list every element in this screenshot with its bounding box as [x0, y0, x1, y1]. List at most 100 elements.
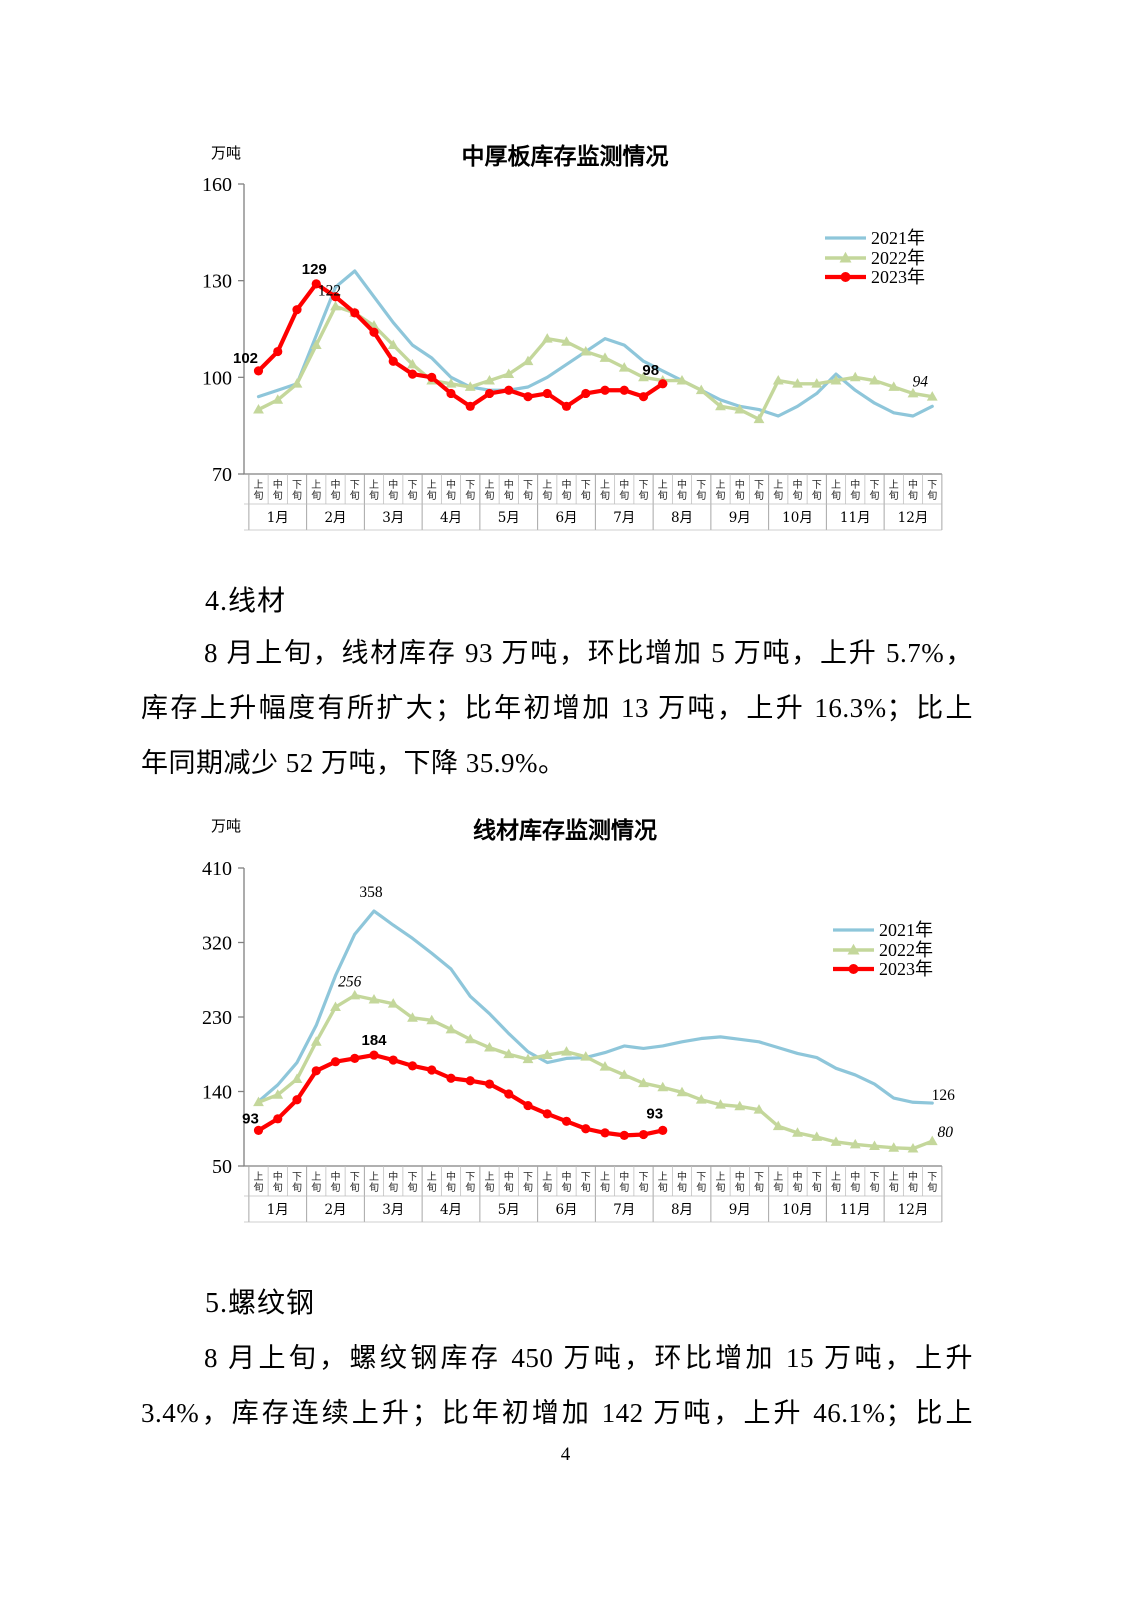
data-point-marker: [561, 1046, 572, 1056]
x-month-label: 6月: [555, 510, 577, 526]
x-month-label: 12月: [898, 1202, 929, 1218]
data-point-marker: [253, 403, 264, 414]
data-point-marker: [792, 1127, 803, 1137]
page-number: 4: [560, 1444, 571, 1465]
x-tick-label: 旬: [311, 1181, 321, 1194]
x-tick-label: 旬: [523, 489, 533, 502]
data-point-marker: [504, 385, 514, 395]
paragraph-line: 3.4%，库存连续上升；比年初增加 142 万吨，上升 46.1%；比上: [141, 1398, 973, 1428]
x-tick-label: 旬: [254, 1181, 264, 1194]
data-point-marker: [330, 1001, 341, 1011]
chart1-svg: 中厚板库存监测情况万吨70100130160上旬中旬下旬上旬中旬下旬上旬中旬下旬…: [202, 143, 943, 531]
x-tick-label: 旬: [350, 489, 360, 502]
y-axis: [243, 868, 942, 1167]
data-point-marker: [407, 358, 418, 369]
x-tick-label: 中: [446, 478, 456, 491]
x-tick-label: 下: [754, 1172, 764, 1183]
x-tick-label: 上: [369, 1171, 379, 1183]
data-point-marker: [388, 1055, 398, 1065]
x-month-label: 2月: [324, 510, 346, 526]
x-month-label: 4月: [440, 1202, 462, 1218]
data-point-marker: [840, 272, 851, 282]
x-tick-label: 旬: [427, 489, 437, 502]
x-month-label: 7月: [613, 1202, 635, 1218]
x-month-label: 5月: [498, 1202, 520, 1218]
paragraph-line: 8 月上旬，线材库存 93 万吨，环比增加 5 万吨，上升 5.7%，: [204, 638, 973, 668]
data-label: 256: [338, 973, 362, 990]
x-tick-label: 旬: [273, 489, 283, 502]
data-point-marker: [407, 1012, 418, 1022]
x-tick-label: 上: [658, 1171, 668, 1183]
data-point-marker: [330, 300, 341, 311]
data-point-marker: [407, 369, 418, 379]
x-tick-label: 上: [773, 1171, 783, 1183]
x-tick-label: 上: [254, 1171, 264, 1183]
data-label: 94: [913, 374, 929, 391]
x-tick-label: 中: [562, 478, 572, 491]
data-point-marker: [292, 1095, 302, 1105]
data-point-marker: [926, 391, 938, 401]
x-tick-label: 下: [812, 1172, 822, 1183]
x-tick-label: 中: [619, 478, 629, 491]
x-tick-label: 下: [696, 480, 706, 491]
x-tick-label: 上: [889, 1171, 899, 1183]
data-point-marker: [464, 1033, 476, 1044]
legend-label: 2023年: [871, 267, 925, 287]
x-tick-label: 中: [908, 1170, 918, 1183]
x-tick-label: 旬: [600, 489, 610, 502]
data-point-marker: [484, 388, 495, 399]
x-tick-label: 旬: [696, 489, 706, 502]
x-month-label: 10月: [782, 510, 813, 526]
data-point-marker: [734, 1100, 746, 1111]
data-point-marker: [561, 336, 572, 346]
x-tick-label: 中: [850, 478, 860, 491]
x-tick-label: 旬: [331, 489, 341, 502]
x-tick-label: 中: [504, 1170, 514, 1183]
y-tick-label: 70: [212, 464, 232, 486]
x-tick-label: 旬: [619, 1181, 629, 1194]
x-tick-label: 中: [735, 478, 745, 491]
x-tick-label: 旬: [850, 1181, 860, 1194]
x-tick-label: 旬: [773, 489, 783, 502]
x-tick-label: 中: [273, 1170, 283, 1183]
data-point-marker: [272, 394, 284, 404]
x-tick-label: 下: [465, 1172, 475, 1183]
data-point-marker: [292, 305, 302, 315]
x-tick-label: 上: [485, 1171, 495, 1183]
data-point-marker: [658, 379, 668, 389]
x-tick-label: 旬: [446, 1181, 456, 1194]
x-tick-label: 旬: [408, 1181, 418, 1194]
data-point-marker: [618, 1069, 630, 1079]
data-point-marker: [465, 401, 475, 411]
x-tick-label: 旬: [562, 489, 572, 502]
data-point-marker: [503, 368, 515, 379]
x-tick-label: 旬: [465, 489, 475, 502]
x-month-label: 6月: [555, 1202, 577, 1218]
x-tick-label: 旬: [562, 1181, 572, 1194]
legend-label: 2021年: [879, 920, 933, 940]
x-month-label: 8月: [671, 510, 693, 526]
x-tick-label: 中: [388, 1170, 398, 1183]
axis-unit-label: 万吨: [211, 144, 241, 162]
data-point-marker: [427, 372, 437, 382]
data-point-marker: [839, 251, 852, 263]
x-month-label: 10月: [782, 1202, 813, 1218]
data-point-marker: [600, 1128, 610, 1138]
data-point-marker: [387, 998, 399, 1008]
data-point-marker: [407, 1061, 418, 1071]
data-point-marker: [830, 1136, 842, 1146]
data-label: 93: [242, 1110, 259, 1127]
data-point-marker: [311, 279, 321, 289]
series-line-2021年: [256, 269, 934, 418]
x-tick-label: 上: [311, 1171, 321, 1183]
x-tick-label: 中: [331, 478, 341, 491]
x-tick-label: 旬: [831, 1181, 841, 1194]
x-tick-label: 旬: [812, 489, 822, 502]
x-tick-label: 中: [735, 1170, 745, 1183]
x-tick-label: 旬: [677, 1181, 687, 1194]
x-tick-label: 旬: [735, 1181, 745, 1194]
x-tick-label: 旬: [735, 489, 745, 502]
chart2-svg: 线材库存监测情况万吨50140230320410上旬中旬下旬上旬中旬下旬上旬中旬…: [202, 817, 955, 1223]
paragraph-line: 年同期减少 52 万吨，下降 35.9%。: [141, 748, 566, 778]
